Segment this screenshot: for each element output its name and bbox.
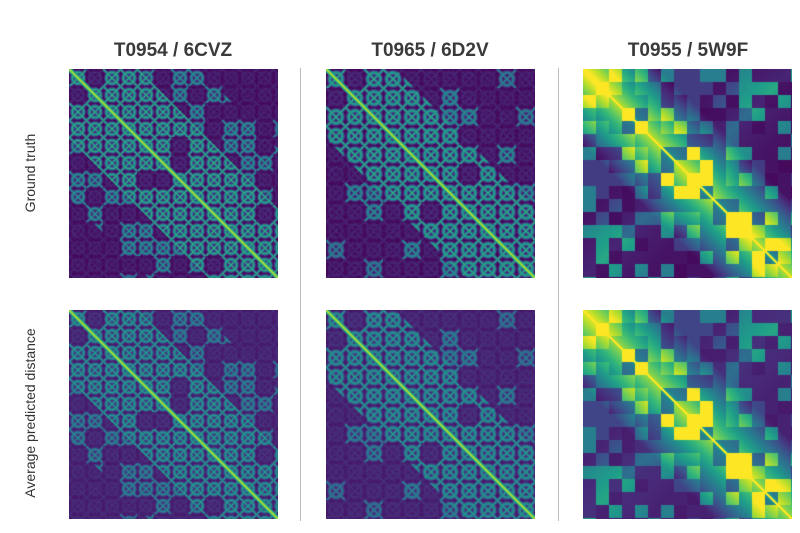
column-title-t0954: T0954 / 6CVZ: [113, 40, 233, 61]
divider: [300, 68, 301, 521]
row-label-average-predicted-distance: Average predicted distance: [22, 328, 38, 498]
row-label-ground-truth: Ground truth: [22, 133, 38, 213]
column-title-t0965: T0965 / 6D2V: [371, 40, 489, 61]
divider: [558, 68, 559, 521]
heatmap-t0965-predicted: [326, 310, 535, 519]
column-title-t0955: T0955 / 5W9F: [627, 40, 749, 61]
heatmap-t0954-ground-truth: [69, 69, 278, 278]
heatmap-t0965-ground-truth: [326, 69, 535, 278]
heatmap-t0955-ground-truth: [583, 69, 792, 278]
heatmap-t0954-predicted: [69, 310, 278, 519]
heatmap-t0955-predicted: [583, 310, 792, 519]
